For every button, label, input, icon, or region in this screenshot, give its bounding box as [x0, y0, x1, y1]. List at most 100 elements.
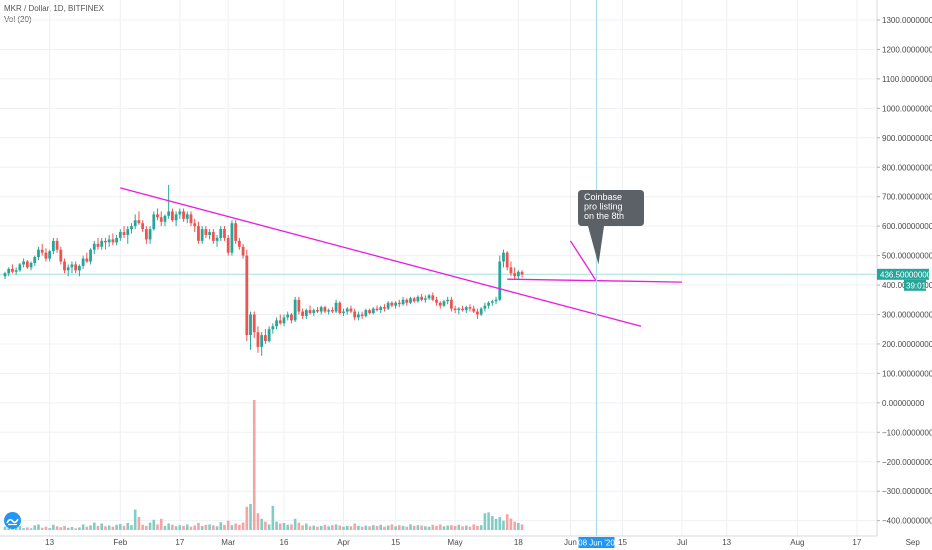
candle[interactable] — [174, 211, 178, 227]
candle[interactable] — [327, 308, 331, 315]
candle[interactable] — [516, 270, 520, 280]
candle[interactable] — [159, 211, 163, 227]
candle[interactable] — [360, 311, 364, 319]
candle[interactable] — [520, 270, 524, 278]
candle[interactable] — [293, 296, 297, 322]
candle[interactable] — [476, 308, 479, 319]
candle[interactable] — [14, 267, 18, 275]
candle[interactable] — [74, 261, 78, 274]
candle[interactable] — [226, 234, 230, 256]
candle[interactable] — [55, 237, 59, 253]
candle[interactable] — [219, 226, 223, 241]
candle[interactable] — [81, 255, 85, 269]
candle[interactable] — [48, 249, 52, 262]
candle[interactable] — [223, 226, 226, 241]
candle[interactable] — [126, 226, 130, 244]
candle[interactable] — [472, 305, 476, 314]
candle[interactable] — [252, 311, 256, 339]
candle[interactable] — [178, 208, 182, 219]
candle[interactable] — [483, 302, 487, 312]
candle[interactable] — [241, 243, 245, 259]
candle[interactable] — [375, 305, 379, 312]
candle[interactable] — [394, 301, 397, 309]
candle[interactable] — [409, 296, 412, 305]
candle[interactable] — [342, 308, 345, 316]
trendline-support-horizontal[interactable] — [507, 278, 683, 283]
candle[interactable] — [107, 234, 111, 247]
candle[interactable] — [260, 332, 264, 356]
candle[interactable] — [364, 308, 368, 318]
candle[interactable] — [390, 301, 394, 308]
candle[interactable] — [312, 308, 316, 316]
candle[interactable] — [171, 208, 174, 222]
candle[interactable] — [438, 301, 442, 309]
candle[interactable] — [290, 313, 293, 324]
candle[interactable] — [33, 255, 37, 266]
candle[interactable] — [509, 261, 513, 277]
candle[interactable] — [111, 233, 115, 246]
candle[interactable] — [308, 305, 312, 315]
candle[interactable] — [502, 249, 505, 268]
candle[interactable] — [297, 296, 301, 315]
candle[interactable] — [40, 243, 44, 256]
candle[interactable] — [18, 262, 22, 272]
candle[interactable] — [397, 299, 401, 308]
candle[interactable] — [334, 299, 338, 314]
candle[interactable] — [78, 264, 81, 277]
candle[interactable] — [29, 261, 33, 271]
candle[interactable] — [85, 252, 89, 263]
candle[interactable] — [319, 305, 323, 315]
candle[interactable] — [245, 249, 249, 342]
candle[interactable] — [237, 237, 241, 250]
candle[interactable] — [275, 317, 278, 330]
candle[interactable] — [89, 248, 92, 265]
candle[interactable] — [264, 329, 267, 344]
candle[interactable] — [301, 308, 304, 319]
candle[interactable] — [412, 296, 416, 303]
candle[interactable] — [197, 221, 200, 244]
candle[interactable] — [405, 298, 409, 306]
candle[interactable] — [453, 305, 457, 314]
candle[interactable] — [200, 226, 204, 244]
candle[interactable] — [156, 208, 159, 221]
trendline-descending-resistance[interactable] — [120, 187, 642, 327]
candle[interactable] — [450, 296, 453, 312]
candle[interactable] — [152, 211, 156, 231]
candle[interactable] — [368, 308, 371, 315]
candle[interactable] — [286, 311, 290, 321]
candle[interactable] — [63, 258, 66, 274]
candle[interactable] — [416, 295, 420, 303]
candle[interactable] — [96, 237, 100, 250]
candle[interactable] — [513, 267, 517, 280]
candle[interactable] — [479, 307, 483, 316]
candle[interactable] — [163, 214, 167, 227]
candle[interactable] — [7, 267, 11, 277]
trendline-breakout-triangle-top[interactable] — [569, 240, 598, 282]
candle[interactable] — [249, 311, 252, 350]
candle[interactable] — [256, 326, 260, 353]
candle[interactable] — [3, 271, 7, 280]
candle[interactable] — [189, 211, 193, 227]
candle[interactable] — [427, 293, 431, 300]
candle[interactable] — [144, 226, 148, 244]
candle[interactable] — [11, 264, 14, 274]
candle[interactable] — [100, 237, 104, 250]
candle[interactable] — [215, 234, 219, 247]
candle[interactable] — [353, 308, 357, 321]
candle[interactable] — [182, 208, 185, 222]
candle[interactable] — [349, 305, 353, 314]
candle[interactable] — [401, 296, 405, 306]
candle[interactable] — [386, 301, 390, 311]
candle[interactable] — [278, 314, 282, 325]
candle[interactable] — [22, 258, 25, 268]
candle[interactable] — [505, 251, 509, 271]
candle[interactable] — [37, 246, 40, 261]
candle[interactable] — [371, 307, 375, 315]
candle[interactable] — [66, 264, 70, 277]
candle[interactable] — [141, 220, 145, 233]
candle[interactable] — [115, 234, 118, 246]
candle[interactable] — [357, 311, 360, 321]
candle[interactable] — [137, 211, 141, 225]
candle[interactable] — [271, 323, 275, 334]
candle[interactable] — [230, 220, 234, 256]
